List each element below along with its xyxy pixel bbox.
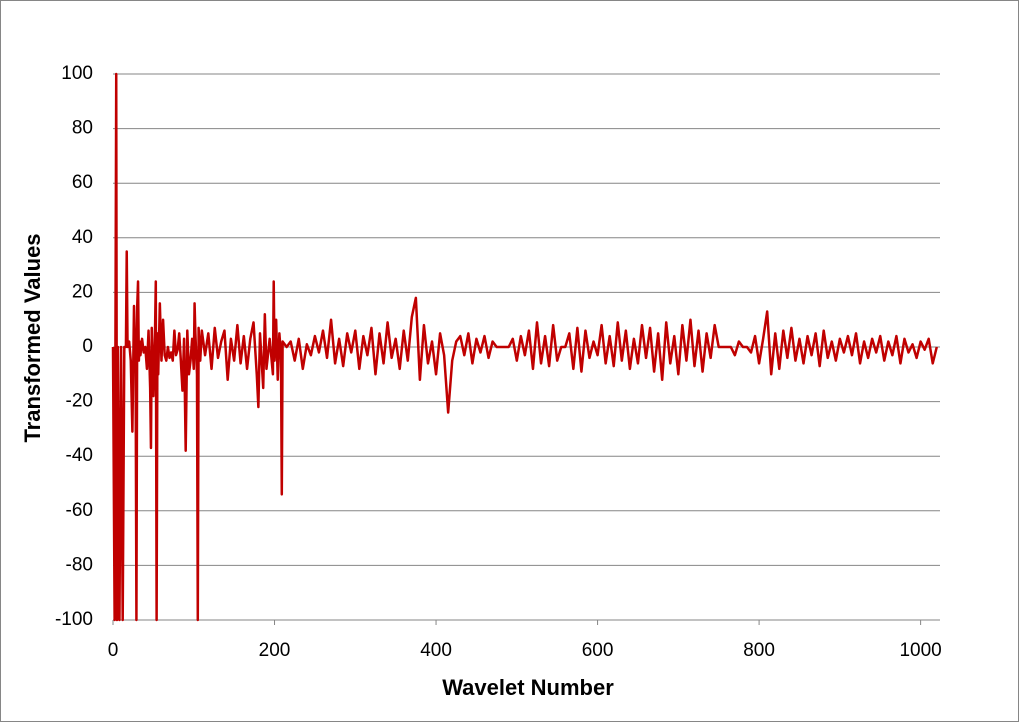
y-tick-label: -60 <box>66 500 93 521</box>
x-tick-label: 400 <box>420 640 452 661</box>
data-line <box>111 72 938 622</box>
y-tick-label: -100 <box>55 609 93 630</box>
x-tick-label: 200 <box>259 640 291 661</box>
y-tick-label: 20 <box>72 281 93 302</box>
x-tick-label: 800 <box>743 640 775 661</box>
y-tick-label: -20 <box>66 391 93 412</box>
y-tick-label: 80 <box>72 118 93 139</box>
y-tick-label: 40 <box>72 227 93 248</box>
y-axis-title: Transformed Values <box>20 233 45 442</box>
y-tick-label: -80 <box>66 554 93 575</box>
x-axis-title: Wavelet Number <box>442 675 614 700</box>
x-tick-label: 600 <box>582 640 614 661</box>
y-tick-label: -40 <box>66 445 93 466</box>
x-tick-label: 1000 <box>899 640 941 661</box>
y-tick-label: 0 <box>82 336 93 357</box>
x-tick-label: 0 <box>108 640 119 661</box>
y-tick-label: 60 <box>72 172 93 193</box>
y-tick-label: 100 <box>61 63 93 84</box>
